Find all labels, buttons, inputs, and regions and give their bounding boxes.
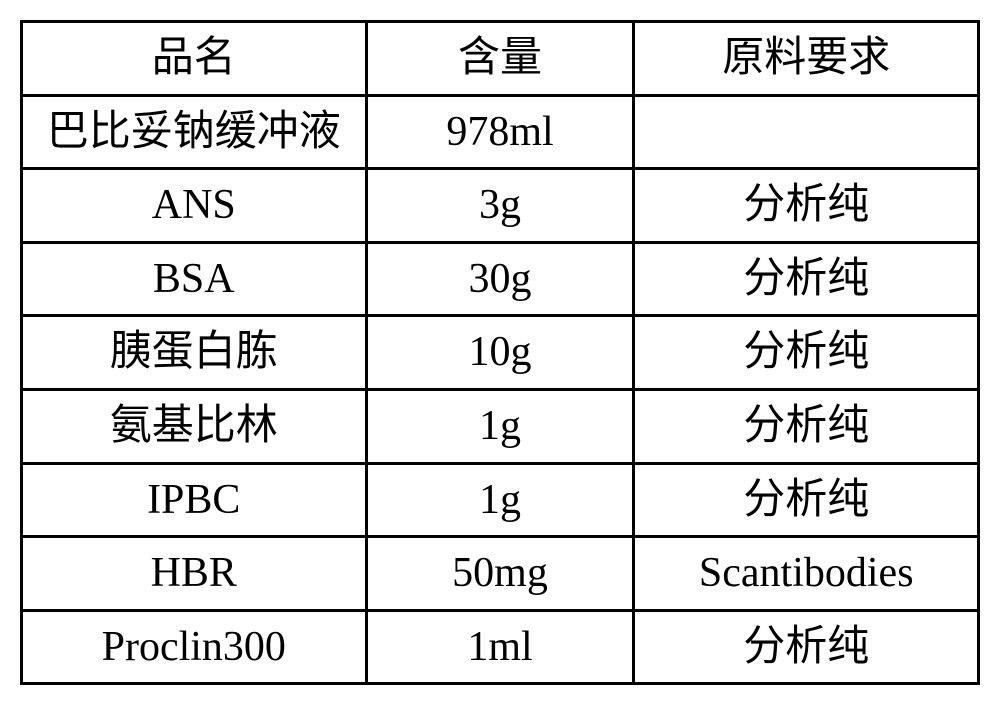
table-row: BSA30g分析纯 — [22, 242, 979, 316]
cell-amount: 10g — [366, 316, 634, 390]
cell-req — [634, 95, 979, 169]
cell-req: Scantibodies — [634, 537, 979, 611]
ingredients-table-container: 品名 含量 原料要求 巴比妥钠缓冲液978mlANS3g分析纯BSA30g分析纯… — [20, 20, 980, 685]
cell-amount: 30g — [366, 242, 634, 316]
cell-req: 分析纯 — [634, 169, 979, 243]
col-header-name: 品名 — [22, 22, 367, 96]
table-row: Proclin3001ml分析纯 — [22, 610, 979, 684]
table-row: IPBC1g分析纯 — [22, 463, 979, 537]
table-row: 氨基比林1g分析纯 — [22, 389, 979, 463]
table-row: ANS3g分析纯 — [22, 169, 979, 243]
ingredients-table: 品名 含量 原料要求 巴比妥钠缓冲液978mlANS3g分析纯BSA30g分析纯… — [20, 20, 980, 685]
cell-amount: 1g — [366, 389, 634, 463]
cell-req: 分析纯 — [634, 316, 979, 390]
cell-amount: 1g — [366, 463, 634, 537]
cell-amount: 50mg — [366, 537, 634, 611]
cell-name: ANS — [22, 169, 367, 243]
col-header-req: 原料要求 — [634, 22, 979, 96]
table-header-row: 品名 含量 原料要求 — [22, 22, 979, 96]
cell-name: 巴比妥钠缓冲液 — [22, 95, 367, 169]
cell-req: 分析纯 — [634, 610, 979, 684]
cell-amount: 1ml — [366, 610, 634, 684]
col-header-amount: 含量 — [366, 22, 634, 96]
cell-name: 氨基比林 — [22, 389, 367, 463]
table-row: 胰蛋白胨10g分析纯 — [22, 316, 979, 390]
cell-req: 分析纯 — [634, 242, 979, 316]
cell-name: 胰蛋白胨 — [22, 316, 367, 390]
table-row: HBR50mgScantibodies — [22, 537, 979, 611]
cell-name: BSA — [22, 242, 367, 316]
cell-req: 分析纯 — [634, 463, 979, 537]
cell-req: 分析纯 — [634, 389, 979, 463]
table-row: 巴比妥钠缓冲液978ml — [22, 95, 979, 169]
cell-name: Proclin300 — [22, 610, 367, 684]
cell-amount: 3g — [366, 169, 634, 243]
cell-name: IPBC — [22, 463, 367, 537]
table-body: 巴比妥钠缓冲液978mlANS3g分析纯BSA30g分析纯胰蛋白胨10g分析纯氨… — [22, 95, 979, 684]
cell-amount: 978ml — [366, 95, 634, 169]
cell-name: HBR — [22, 537, 367, 611]
